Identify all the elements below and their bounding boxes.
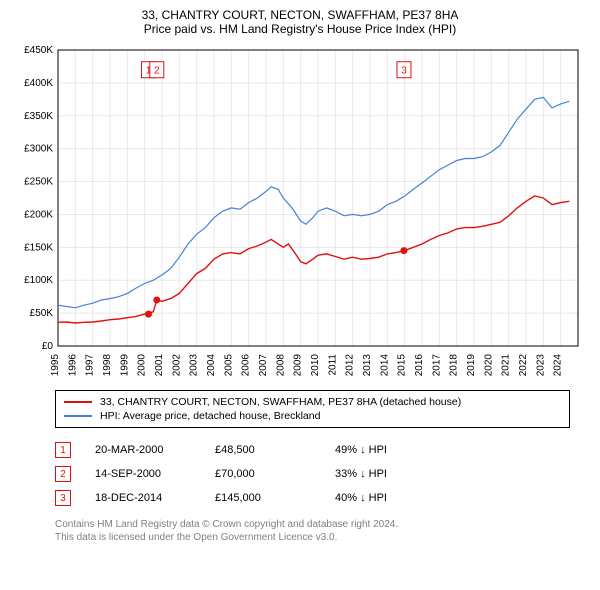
- marker-badge: 2: [55, 466, 71, 482]
- footer: Contains HM Land Registry data © Crown c…: [55, 518, 570, 544]
- chart-svg: £0 £50K £100K £150K £200K £250K £300K £350K £400…: [10, 42, 590, 382]
- svg-text:£450K: £450K: [24, 45, 53, 56]
- marker-table: 1 20-MAR-2000 £48,500 49% ↓ HPI 2 14-SEP-2000…: [55, 438, 570, 510]
- legend-label: 33, CHANTRY COURT, NECTON, SWAFFHAM, PE3…: [100, 396, 461, 408]
- svg-text:£100K: £100K: [24, 275, 53, 286]
- svg-text:1996: 1996: [67, 354, 78, 377]
- svg-text:1995: 1995: [50, 354, 61, 377]
- footer-line1: Contains HM Land Registry data © Crown c…: [55, 518, 570, 531]
- svg-text:3: 3: [401, 66, 407, 77]
- marker-diff: 40% ↓ HPI: [335, 492, 435, 504]
- marker-date: 14-SEP-2000: [95, 468, 195, 480]
- legend-row: 33, CHANTRY COURT, NECTON, SWAFFHAM, PE3…: [64, 395, 561, 409]
- marker-row: 1 20-MAR-2000 £48,500 49% ↓ HPI: [55, 438, 570, 462]
- svg-text:2023: 2023: [535, 354, 546, 377]
- title-block: 33, CHANTRY COURT, NECTON, SWAFFHAM, PE3…: [10, 8, 590, 36]
- svg-text:2016: 2016: [414, 354, 425, 377]
- svg-text:2018: 2018: [449, 354, 460, 377]
- svg-text:2007: 2007: [258, 354, 269, 377]
- svg-text:2015: 2015: [397, 354, 408, 377]
- svg-text:£150K: £150K: [24, 242, 53, 253]
- svg-text:2011: 2011: [327, 354, 338, 376]
- svg-text:2006: 2006: [241, 354, 252, 377]
- svg-text:£400K: £400K: [24, 78, 53, 89]
- svg-text:2022: 2022: [518, 354, 529, 377]
- footer-line2: This data is licensed under the Open Gov…: [55, 531, 570, 544]
- svg-text:£50K: £50K: [30, 308, 54, 319]
- svg-text:2008: 2008: [275, 354, 286, 377]
- marker-badge: 1: [55, 442, 71, 458]
- svg-text:2024: 2024: [553, 354, 564, 377]
- svg-text:2010: 2010: [310, 354, 321, 377]
- title-address: 33, CHANTRY COURT, NECTON, SWAFFHAM, PE3…: [10, 8, 590, 22]
- svg-text:1999: 1999: [119, 354, 130, 377]
- marker-row: 2 14-SEP-2000 £70,000 33% ↓ HPI: [55, 462, 570, 486]
- marker-price: £145,000: [215, 492, 315, 504]
- svg-text:1998: 1998: [102, 354, 113, 377]
- svg-text:2005: 2005: [223, 354, 234, 377]
- marker-date: 18-DEC-2014: [95, 492, 195, 504]
- marker-diff: 49% ↓ HPI: [335, 444, 435, 456]
- legend: 33, CHANTRY COURT, NECTON, SWAFFHAM, PE3…: [55, 390, 570, 428]
- svg-text:2013: 2013: [362, 354, 373, 377]
- chart-container: 33, CHANTRY COURT, NECTON, SWAFFHAM, PE3…: [0, 0, 600, 552]
- svg-text:2002: 2002: [171, 354, 182, 377]
- svg-text:2012: 2012: [345, 354, 356, 377]
- svg-text:1997: 1997: [85, 354, 96, 377]
- marker-price: £70,000: [215, 468, 315, 480]
- svg-text:2020: 2020: [483, 354, 494, 377]
- svg-text:2017: 2017: [431, 354, 442, 377]
- svg-text:2000: 2000: [137, 354, 148, 377]
- legend-row: HPI: Average price, detached house, Brec…: [64, 409, 561, 423]
- svg-text:2: 2: [154, 66, 160, 77]
- marker-badge: 3: [55, 490, 71, 506]
- svg-text:2001: 2001: [154, 354, 165, 377]
- svg-text:2009: 2009: [293, 354, 304, 377]
- title-subtitle: Price paid vs. HM Land Registry's House …: [10, 22, 590, 36]
- svg-text:2019: 2019: [466, 354, 477, 377]
- svg-text:£0: £0: [42, 341, 54, 352]
- svg-text:£250K: £250K: [24, 177, 53, 188]
- legend-label: HPI: Average price, detached house, Brec…: [100, 410, 320, 422]
- svg-text:2003: 2003: [189, 354, 200, 377]
- svg-text:2004: 2004: [206, 354, 217, 377]
- marker-diff: 33% ↓ HPI: [335, 468, 435, 480]
- legend-swatch: [64, 415, 92, 417]
- chart: £0 £50K £100K £150K £200K £250K £300K £350K £400…: [10, 42, 590, 382]
- svg-text:£300K: £300K: [24, 144, 53, 155]
- marker-price: £48,500: [215, 444, 315, 456]
- svg-text:2014: 2014: [379, 354, 390, 377]
- svg-text:£350K: £350K: [24, 111, 53, 122]
- marker-row: 3 18-DEC-2014 £145,000 40% ↓ HPI: [55, 486, 570, 510]
- marker-date: 20-MAR-2000: [95, 444, 195, 456]
- legend-swatch: [64, 401, 92, 403]
- svg-text:2021: 2021: [501, 354, 512, 377]
- svg-text:£200K: £200K: [24, 209, 53, 220]
